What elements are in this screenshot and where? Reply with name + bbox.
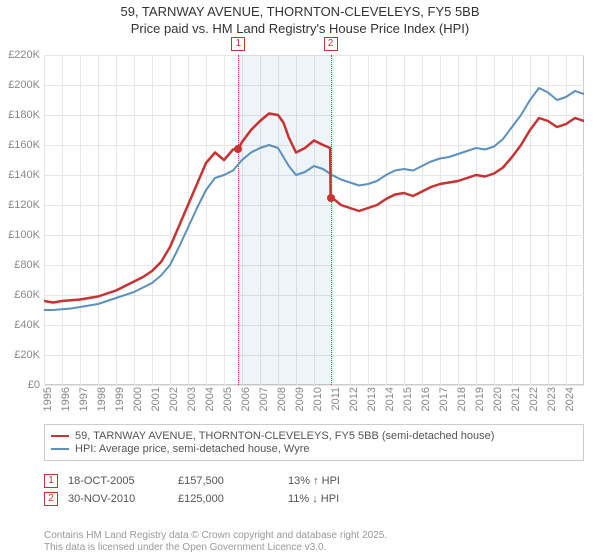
y-tick-label: £140K	[8, 169, 44, 181]
markers-row-date: 18-OCT-2005	[58, 475, 168, 487]
markers-row-id: 1	[44, 474, 58, 488]
chart-title: 59, TARNWAY AVENUE, THORNTON-CLEVELEYS, …	[0, 0, 600, 38]
markers-table: 118-OCT-2005£157,50013% ↑ HPI 230-NOV-201…	[44, 470, 388, 510]
x-tick-label: 1998	[96, 387, 108, 411]
y-tick-label: £40K	[14, 319, 44, 331]
x-tick-label: 2017	[438, 387, 450, 411]
grid-line-v	[224, 55, 225, 385]
marker-line	[331, 55, 332, 385]
x-tick-label: 2012	[348, 387, 360, 411]
footer-line-1: Contains HM Land Registry data © Crown c…	[44, 530, 387, 542]
grid-line-v	[566, 55, 567, 385]
grid-line-v	[170, 55, 171, 385]
y-tick-label: £20K	[14, 349, 44, 361]
grid-line-v	[152, 55, 153, 385]
x-tick-label: 1996	[60, 387, 72, 411]
grid-line-v	[494, 55, 495, 385]
grid-line-v	[62, 55, 63, 385]
legend: 59, TARNWAY AVENUE, THORNTON-CLEVELEYS, …	[44, 424, 584, 461]
grid-line-v	[350, 55, 351, 385]
chart-container: 59, TARNWAY AVENUE, THORNTON-CLEVELEYS, …	[0, 0, 600, 560]
legend-item: HPI: Average price, semi-detached house,…	[51, 443, 577, 455]
markers-row-price: £125,000	[168, 493, 278, 505]
grid-line-v	[476, 55, 477, 385]
grid-line-v	[116, 55, 117, 385]
y-tick-label: £100K	[8, 229, 44, 241]
x-tick-label: 2022	[528, 387, 540, 411]
grid-line-v	[440, 55, 441, 385]
markers-row-price: £157,500	[168, 475, 278, 487]
grid-line-v	[548, 55, 549, 385]
x-tick-label: 2008	[276, 387, 288, 411]
markers-row-delta: 13% ↑ HPI	[278, 475, 388, 487]
x-tick-label: 2007	[258, 387, 270, 411]
x-tick-label: 1997	[78, 387, 90, 411]
x-tick-label: 2001	[150, 387, 162, 411]
grid-line-v	[206, 55, 207, 385]
x-tick-label: 2019	[474, 387, 486, 411]
x-tick-label: 2020	[492, 387, 504, 411]
markers-row: 118-OCT-2005£157,50013% ↑ HPI	[44, 474, 388, 488]
x-tick-label: 2014	[384, 387, 396, 411]
y-tick-label: £180K	[8, 109, 44, 121]
plot-area: £0£20K£40K£60K£80K£100K£120K£140K£160K£1…	[44, 55, 584, 385]
x-tick-label: 2005	[222, 387, 234, 411]
markers-row-id: 2	[44, 492, 58, 506]
x-tick-label: 2016	[420, 387, 432, 411]
x-tick-label: 2015	[402, 387, 414, 411]
x-tick-label: 2023	[546, 387, 558, 411]
title-line-1: 59, TARNWAY AVENUE, THORNTON-CLEVELEYS, …	[0, 4, 600, 21]
title-line-2: Price paid vs. HM Land Registry's House …	[0, 21, 600, 38]
y-tick-label: £120K	[8, 199, 44, 211]
x-tick-label: 1995	[42, 387, 54, 411]
footer: Contains HM Land Registry data © Crown c…	[44, 530, 387, 554]
x-tick-label: 2018	[456, 387, 468, 411]
legend-swatch	[51, 435, 69, 437]
legend-swatch	[51, 448, 69, 450]
grid-line-v	[188, 55, 189, 385]
y-tick-label: £80K	[14, 259, 44, 271]
y-tick-label: £220K	[8, 49, 44, 61]
sale-point	[327, 194, 335, 202]
grid-line-v	[98, 55, 99, 385]
grid-line-v	[368, 55, 369, 385]
y-tick-label: £60K	[14, 289, 44, 301]
legend-label: 59, TARNWAY AVENUE, THORNTON-CLEVELEYS, …	[75, 430, 494, 442]
marker-line	[238, 55, 239, 385]
grid-line-v	[404, 55, 405, 385]
grid-line-v	[422, 55, 423, 385]
highlight-band	[238, 55, 330, 385]
grid-line-h	[44, 385, 584, 386]
markers-row: 230-NOV-2010£125,00011% ↓ HPI	[44, 492, 388, 506]
markers-row-date: 30-NOV-2010	[58, 493, 168, 505]
x-tick-label: 2010	[312, 387, 324, 411]
x-tick-label: 2002	[168, 387, 180, 411]
grid-line-v	[458, 55, 459, 385]
grid-line-v	[386, 55, 387, 385]
footer-line-2: This data is licensed under the Open Gov…	[44, 542, 387, 554]
x-tick-label: 2009	[294, 387, 306, 411]
x-tick-label: 2006	[240, 387, 252, 411]
x-tick-label: 2021	[510, 387, 522, 411]
grid-line-v	[332, 55, 333, 385]
x-tick-label: 2024	[564, 387, 576, 411]
x-tick-label: 2011	[330, 387, 342, 411]
grid-line-v	[44, 55, 45, 385]
marker-label: 2	[324, 37, 338, 51]
x-tick-label: 2003	[186, 387, 198, 411]
x-tick-label: 1999	[114, 387, 126, 411]
legend-item: 59, TARNWAY AVENUE, THORNTON-CLEVELEYS, …	[51, 430, 577, 442]
grid-line-v	[530, 55, 531, 385]
legend-label: HPI: Average price, semi-detached house,…	[75, 443, 309, 455]
grid-line-v	[134, 55, 135, 385]
x-tick-label: 2000	[132, 387, 144, 411]
markers-row-delta: 11% ↓ HPI	[278, 493, 388, 505]
x-tick-label: 2004	[204, 387, 216, 411]
marker-label: 1	[231, 37, 245, 51]
grid-line-v	[512, 55, 513, 385]
grid-line-v	[80, 55, 81, 385]
x-tick-label: 2013	[366, 387, 378, 411]
y-tick-label: £160K	[8, 139, 44, 151]
y-tick-label: £200K	[8, 79, 44, 91]
